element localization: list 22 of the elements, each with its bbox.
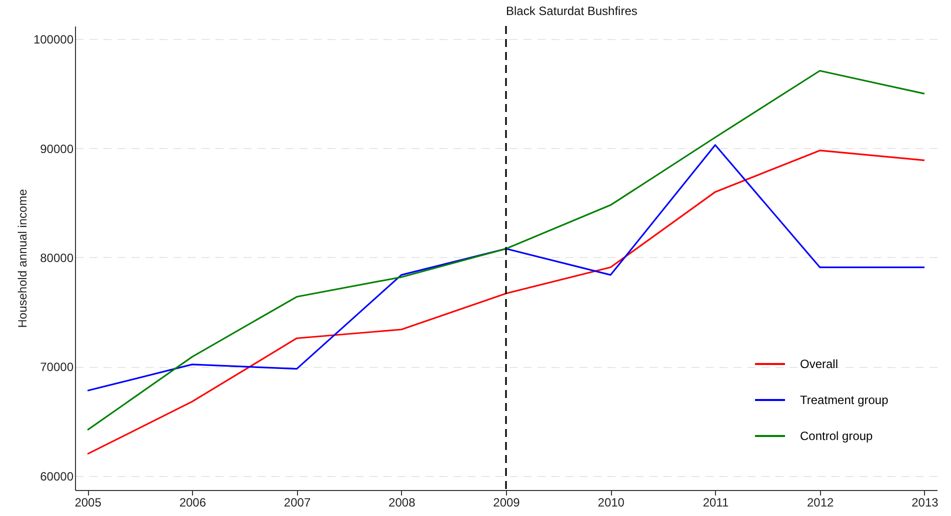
x-tick-label: 2012 <box>806 496 834 510</box>
line-series <box>86 144 926 392</box>
x-tick-label: 2009 <box>493 496 520 510</box>
x-tick-label: 2007 <box>284 496 311 510</box>
x-tick-label: 2013 <box>912 496 939 510</box>
legend-label: Overall <box>800 357 838 371</box>
y-tick-label: 60000 <box>40 469 74 484</box>
y-tick-label: 100000 <box>33 32 74 47</box>
legend-label: Control group <box>800 429 874 443</box>
y-tick-label: 90000 <box>40 142 74 156</box>
y-tick-label: 80000 <box>40 250 74 265</box>
legend-label: Treatment group <box>800 393 889 407</box>
y-axis-title: Household annual income <box>15 188 30 328</box>
x-tick-label: 2005 <box>74 496 102 510</box>
ref-line-label: Black Saturdat Bushfires <box>506 4 638 18</box>
line-series <box>86 70 926 431</box>
x-tick-label: 2010 <box>598 496 625 510</box>
y-tick-label: 70000 <box>40 360 74 374</box>
line-series <box>86 150 926 455</box>
x-tick-label: 2011 <box>702 496 729 510</box>
x-tick-label: 2008 <box>388 496 416 510</box>
x-tick-label: 2006 <box>179 496 206 510</box>
